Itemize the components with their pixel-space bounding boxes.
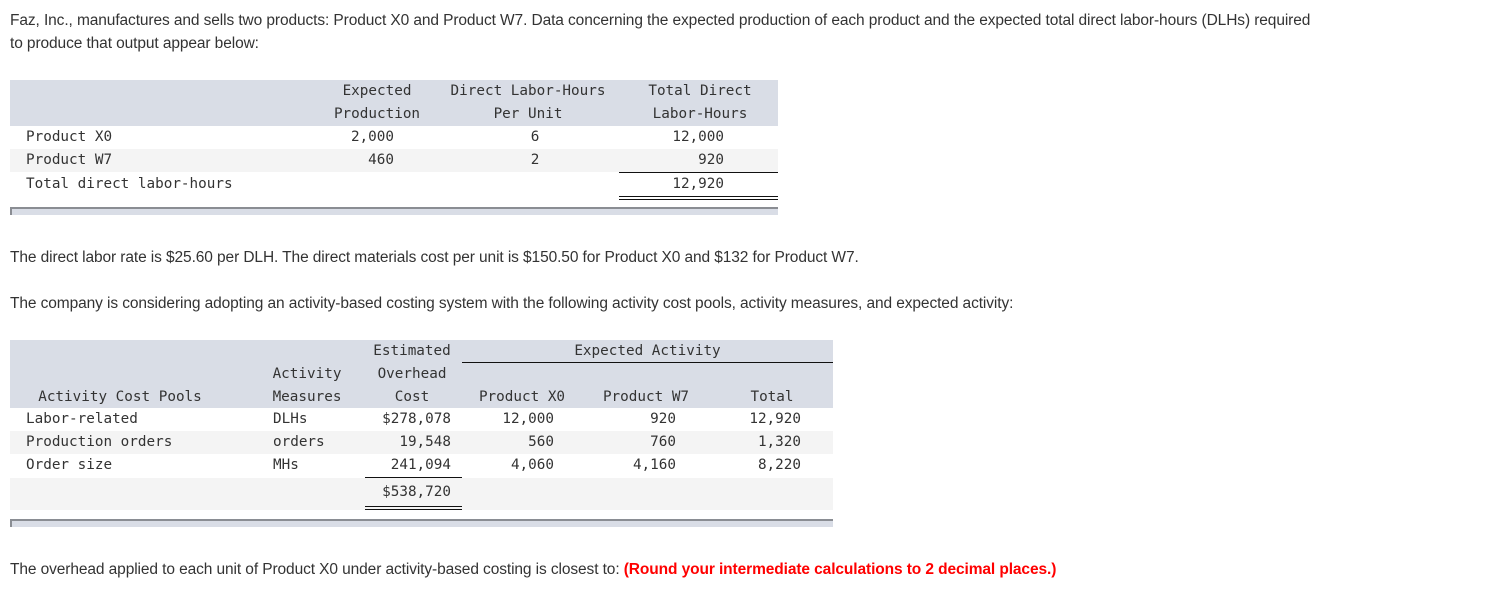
total-dlh-sum: 12,920 — [672, 176, 724, 192]
header-overhead-2: Overhead — [377, 366, 447, 382]
header-total: Total — [750, 389, 794, 405]
production-table-header — [10, 80, 778, 126]
rates-paragraph: The direct labor rate is $25.60 per DLH.… — [10, 249, 859, 266]
table-footer-bar — [10, 207, 778, 215]
activity-measure: orders — [273, 434, 325, 450]
production-table: Expected Production Direct Labor-Hours P… — [10, 80, 778, 216]
question-paragraph: The overhead applied to each unit of Pro… — [10, 558, 1056, 581]
activity-measure: DLHs — [273, 411, 308, 427]
overhead-cost: $278,078 — [382, 411, 451, 427]
header-expected-activity: Expected Activity — [574, 343, 721, 359]
activity-w7: 4,160 — [632, 457, 676, 473]
pool-name: Production orders — [26, 434, 173, 450]
activity-total: 8,220 — [757, 457, 801, 473]
activity-cost-table: Estimated Expected Activity Activity Ove… — [10, 340, 833, 530]
header-dlh-per-unit-2: Per Unit — [493, 106, 563, 122]
header-total-dlh: Total Direct — [648, 83, 752, 99]
header-measures-2: Measures — [272, 389, 342, 405]
activity-total: 1,320 — [757, 434, 801, 450]
abc-intro-paragraph: The company is considering adopting an a… — [10, 295, 1014, 312]
table-row: Product X0 2,000 6 12,000 — [10, 126, 778, 149]
activity-w7: 760 — [650, 434, 676, 450]
dlh-per-unit-value: 6 — [530, 129, 540, 145]
table-row: Product W7 460 2 920 — [10, 149, 778, 172]
table-total-row: Total direct labor-hours 12,920 — [10, 173, 778, 196]
header-overhead-3: Cost — [394, 389, 430, 405]
table-footer-bar — [10, 519, 833, 527]
activity-total: 12,920 — [749, 411, 801, 427]
activity-w7: 920 — [650, 411, 676, 427]
activity-x0: 560 — [528, 434, 554, 450]
pool-name: Order size — [26, 457, 113, 473]
overhead-subtotal-underline — [365, 477, 462, 478]
overhead-total-double-underline — [365, 506, 462, 510]
activity-x0: 4,060 — [510, 457, 554, 473]
question-text: The overhead applied to each unit of Pro… — [10, 561, 624, 578]
header-pools: Activity Cost Pools — [38, 389, 202, 405]
dlh-per-unit-value: 2 — [530, 152, 540, 168]
header-product-x0: Product X0 — [478, 389, 566, 405]
activity-measure: MHs — [273, 457, 299, 473]
intro-line-2: to produce that output appear below: — [10, 35, 259, 52]
expected-activity-underline — [462, 362, 833, 363]
row-label: Product X0 — [26, 129, 113, 145]
expected-production-value: 460 — [368, 152, 394, 168]
total-label: Total direct labor-hours — [26, 176, 233, 192]
pool-name: Labor-related — [26, 411, 138, 427]
table-row: Order size MHs 241,094 4,060 4,160 8,220 — [10, 454, 833, 477]
header-expected-production: Expected — [342, 83, 412, 99]
header-expected-production-2: Production — [333, 106, 421, 122]
activity-table-header — [10, 340, 833, 408]
header-dlh-per-unit: Direct Labor-Hours — [450, 83, 606, 99]
table-row: Labor-related DLHs $278,078 12,000 920 1… — [10, 408, 833, 431]
table-row: Production orders orders 19,548 560 760 … — [10, 431, 833, 454]
rounding-instruction: (Round your intermediate calculations to… — [623, 561, 1057, 578]
total-double-underline — [619, 196, 778, 200]
header-product-w7: Product W7 — [602, 389, 690, 405]
header-measures-1: Activity — [272, 366, 342, 382]
intro-line-1: Faz, Inc., manufactures and sells two pr… — [10, 12, 1311, 29]
row-label: Product W7 — [26, 152, 113, 168]
table-total-row: $538,720 — [10, 478, 833, 510]
intro-paragraph: Faz, Inc., manufactures and sells two pr… — [10, 9, 1490, 55]
total-dlh-value: 12,000 — [672, 129, 724, 145]
activity-x0: 12,000 — [502, 411, 554, 427]
header-overhead-1: Estimated — [373, 343, 451, 359]
expected-production-value: 2,000 — [350, 129, 394, 145]
total-overhead-cost: $538,720 — [382, 484, 451, 500]
subtotal-underline — [619, 172, 778, 173]
header-total-dlh-2: Labor-Hours — [652, 106, 748, 122]
overhead-cost: 19,548 — [399, 434, 451, 450]
overhead-cost: 241,094 — [390, 457, 451, 473]
total-dlh-value: 920 — [698, 152, 724, 168]
